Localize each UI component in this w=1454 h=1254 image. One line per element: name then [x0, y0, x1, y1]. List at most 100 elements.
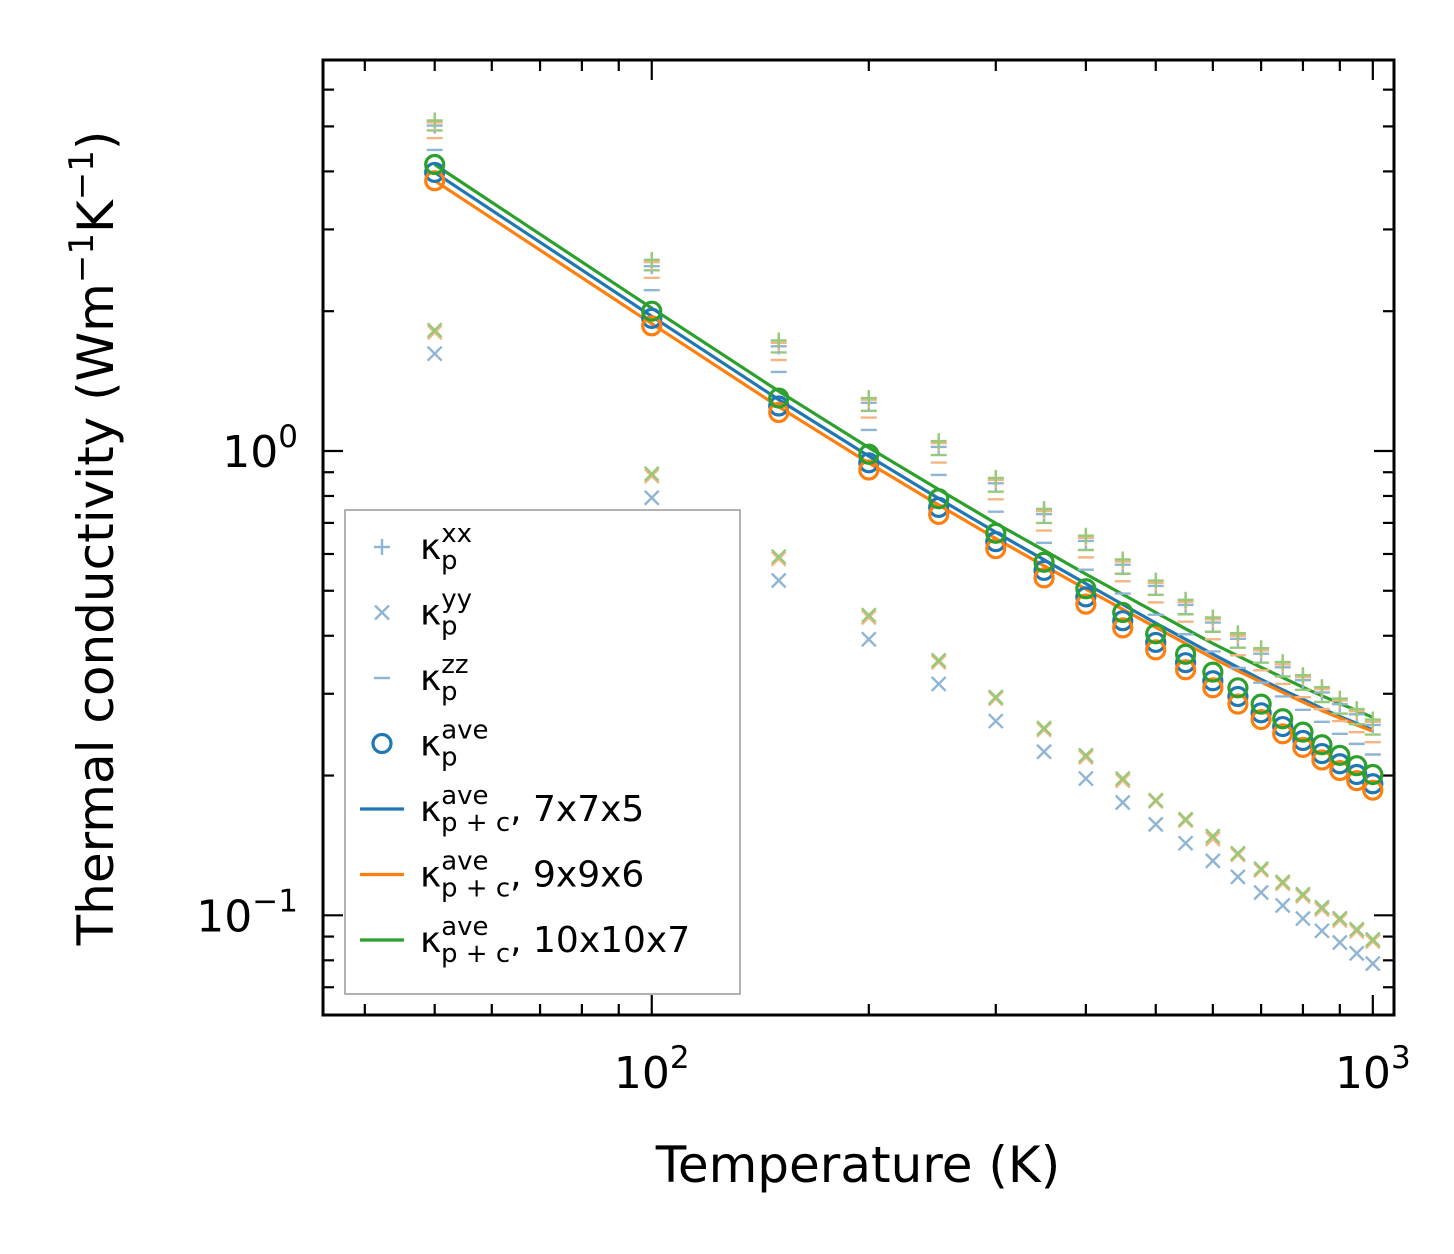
point-kave_p_7x7x5 [641, 307, 663, 329]
point-kyy_7x7x5-b [1177, 835, 1194, 852]
point-kyy_9x9x6 [860, 609, 877, 626]
point-kyy_7x7x5 [1295, 910, 1311, 927]
point-kxx_10x10x7 [930, 433, 947, 450]
point-kyy_10x10x7-b [1253, 860, 1269, 877]
point-kxx_10x10x7 [1348, 701, 1365, 718]
legend-marker-swatch [374, 539, 390, 555]
point-kyy_10x10x7 [1364, 931, 1381, 948]
point-kave_p_9x9x6 [1272, 723, 1294, 745]
point-kave_p_10x10x7 [1145, 623, 1167, 645]
point-kave_p_10x10x7 [1346, 755, 1368, 777]
marker-series-layer [424, 112, 1384, 972]
series-kyy_10x10x7 [426, 322, 1381, 948]
series-kzz_9x9x6 [426, 136, 1381, 744]
legend-subscript: p + c [441, 808, 510, 838]
point-kyy_7x7x5-b [1230, 869, 1246, 885]
point-kyy_9x9x6 [1314, 901, 1330, 918]
point-kave_p_7x7x5 [858, 452, 880, 474]
point-kyy_7x7x5 [930, 676, 947, 692]
point-kave_p_7x7x5 [1145, 631, 1167, 654]
legend-subscript: p [441, 677, 458, 707]
point-kyy_10x10x7 [1147, 792, 1164, 809]
point-kyy_9x9x6 [1364, 933, 1381, 950]
point-kyy_10x10x7-b [1364, 931, 1381, 948]
point-kyy_10x10x7-b [1036, 720, 1052, 736]
point-kyy_10x10x7-b [1177, 811, 1194, 828]
point-kave_p_10x10x7 [1272, 708, 1294, 730]
point-kyy_7x7x5 [1331, 934, 1348, 951]
legend-marker-swatch [371, 732, 393, 755]
point-kave_p_9x9x6 [985, 538, 1007, 560]
point-kave_p_9x9x6 [1075, 593, 1097, 615]
point-kyy_10x10x7 [426, 322, 443, 339]
point-kyy_10x10x7-b [930, 652, 947, 669]
legend-superscript: zz [441, 650, 468, 680]
point-kyy_7x7x5-b [1295, 910, 1311, 927]
point-kyy_10x10x7-b [1314, 899, 1330, 916]
point-kyy_9x9x6 [643, 468, 660, 484]
point-kave_p_10x10x7 [1292, 721, 1314, 743]
axis-ticks [323, 60, 1394, 1015]
point-kyy_7x7x5-b [1036, 743, 1052, 760]
point-kyy_7x7x5 [1314, 922, 1330, 939]
point-kave_p_10x10x7 [1033, 551, 1055, 573]
point-kyy_10x10x7 [770, 548, 787, 565]
x-tick-base: 10 [614, 1048, 670, 1099]
point-kyy_10x10x7 [987, 689, 1004, 706]
point-kave_p_7x7x5 [928, 496, 950, 518]
point-kyy_7x7x5-b [860, 631, 877, 648]
legend-superscript: ave [441, 781, 488, 811]
point-kave_p_10x10x7 [1075, 578, 1097, 600]
series-line-kave_pc_10x10x7 [433, 163, 1374, 719]
point-kyy_7x7x5-b [643, 489, 660, 506]
point-kyy_7x7x5-b [1253, 884, 1269, 901]
point-kave_p_9x9x6 [1362, 779, 1384, 801]
point-kyy_7x7x5 [1364, 955, 1381, 972]
point-kyy_10x10x7-b [1078, 747, 1094, 764]
point-kave_p_10x10x7 [858, 443, 880, 465]
point-kyy_7x7x5-b [1204, 853, 1221, 869]
y-axis-label-prefix: Thermal conductivity (Wm [67, 283, 125, 946]
point-kyy_10x10x7-b [770, 548, 787, 565]
point-kyy_9x9x6 [426, 324, 443, 341]
point-kyy_7x7x5 [987, 713, 1004, 729]
point-kyy_7x7x5 [1078, 770, 1094, 787]
point-kxx_10x10x7 [1229, 625, 1246, 642]
y-tick-label: 10−1 [196, 883, 298, 942]
point-kyy_10x10x7 [1230, 845, 1246, 862]
series-kyy_7x7x5 [426, 345, 1381, 972]
legend-subscript: p [441, 743, 458, 773]
point-kyy_7x7x5-b [1147, 816, 1164, 833]
point-kave_p_10x10x7 [768, 387, 790, 409]
point-kave_p_10x10x7 [641, 300, 663, 322]
point-kave_p_7x7x5 [1202, 670, 1224, 692]
point-kyy_10x10x7-b [1348, 921, 1365, 938]
point-kyy_9x9x6 [1348, 923, 1365, 940]
series-kzz_10x10x7 [426, 129, 1381, 736]
point-kyy_7x7x5-b [1314, 922, 1330, 939]
point-kyy_10x10x7 [1274, 874, 1291, 890]
x-tick-label: 102 [614, 1040, 690, 1099]
point-kave_p_9x9x6 [1145, 639, 1167, 661]
point-kave_p_9x9x6 [424, 170, 446, 192]
legend-symbol: κ [420, 789, 441, 830]
point-kave_p_9x9x6 [858, 459, 880, 481]
point-kxx_10x10x7 [1274, 654, 1291, 671]
point-kyy_9x9x6-b [1078, 749, 1094, 766]
legend-entry: κave p + c, 9x9x6 [360, 847, 644, 904]
point-kave_p_9x9x6 [641, 315, 663, 337]
y-tick-label: 100 [222, 419, 298, 478]
point-kyy_7x7x5 [1204, 853, 1221, 869]
point-kyy_10x10x7-b [1274, 874, 1291, 890]
point-kxx_10x10x7 [1331, 690, 1348, 707]
point-kave_p_10x10x7 [1329, 744, 1351, 767]
point-kave_p_7x7x5 [985, 531, 1007, 553]
point-kxx_10x10x7 [643, 251, 660, 268]
point-kyy_10x10x7 [1078, 747, 1094, 764]
y-axis-label-sup1: −1 [62, 233, 102, 283]
legend-entry: κave p + c, 7x7x5 [360, 781, 644, 838]
point-kxx_10x10x7 [1077, 527, 1094, 544]
legend-symbol: κ [420, 724, 441, 765]
